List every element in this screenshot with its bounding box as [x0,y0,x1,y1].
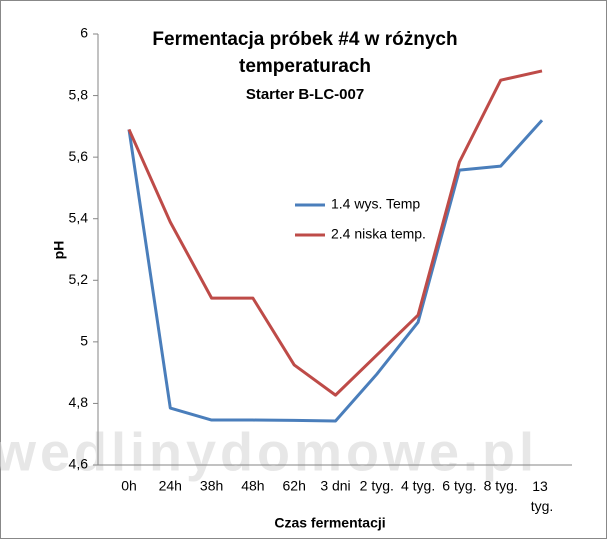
x-tick-label: 8 tyg. [484,478,518,494]
chart-title: temperaturach [239,56,371,77]
watermark: wedlinydomowe.pl [0,422,538,482]
y-tick-label: 5 [80,333,88,349]
y-tick-label: 4,8 [69,394,89,410]
y-tick-label: 5,4 [69,209,89,225]
legend-label: 2.4 niska temp. [331,226,426,242]
x-tick-label: 13 tyg. [531,478,554,514]
y-tick-label: 6 [80,25,88,41]
x-tick-label: 3 dni [320,478,350,494]
chart-subtitle: Starter B-LC-007 [246,86,364,103]
x-tick-label: 24h [159,478,182,494]
y-tick-label: 5,6 [69,148,89,164]
series-line [127,119,544,423]
legend-label: 1.4 wys. Temp [331,196,420,212]
x-tick-label: 48h [241,478,264,494]
x-tick-label: 0h [121,478,137,494]
x-tick-label: 38h [200,478,223,494]
x-axis-label: Czas fermentacji [274,515,385,531]
y-axis-label: pH [51,241,67,260]
y-tick-label: 5,8 [69,86,89,102]
x-tick-label: 62h [283,478,306,494]
chart-title: Fermentacja próbek #4 w różnych [152,29,457,50]
y-tick-label: 4,6 [69,456,89,472]
x-tick-label: 2 tyg. [360,478,394,494]
x-tick-label: 6 tyg. [442,478,476,494]
series-line [127,69,543,397]
y-tick-label: 5,2 [69,271,89,287]
x-tick-label: 4 tyg. [401,478,435,494]
